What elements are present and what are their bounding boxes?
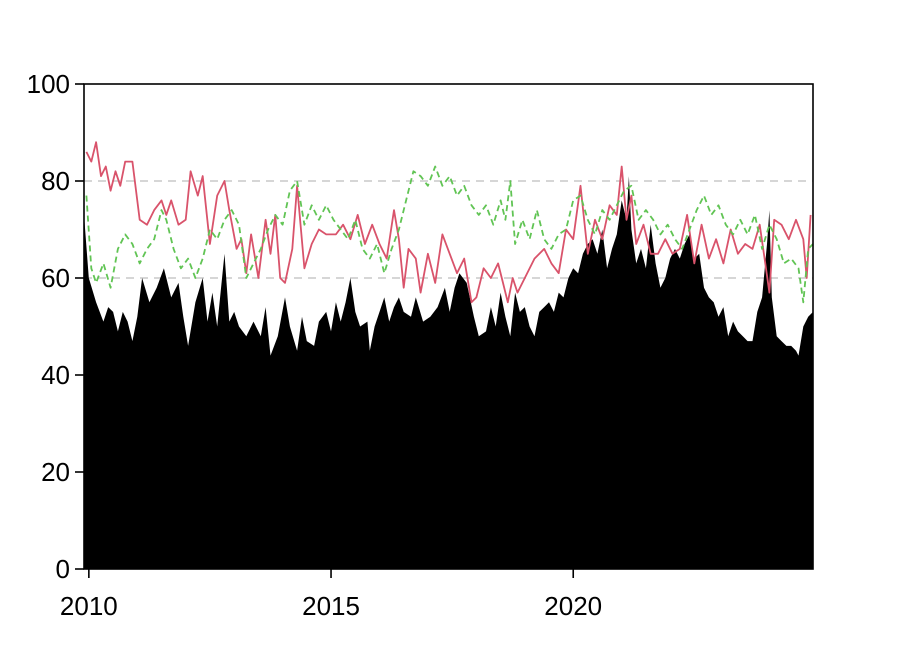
dashed-line-series-2 bbox=[85, 165, 814, 304]
tick-labels: 0 20 40 60 80 100 2010 2015 2020 bbox=[27, 69, 603, 621]
x-tick-label-2015: 2015 bbox=[302, 591, 360, 621]
y-tick-label-0: 0 bbox=[56, 554, 70, 584]
y-tick-label-60: 60 bbox=[41, 263, 70, 293]
y-tick-label-20: 20 bbox=[41, 457, 70, 487]
axes bbox=[75, 83, 814, 578]
plot-frame bbox=[83, 83, 814, 570]
area-series-0 bbox=[84, 176, 813, 569]
y-tick-label-40: 40 bbox=[41, 360, 70, 390]
y-tick-label-80: 80 bbox=[41, 166, 70, 196]
line-series-layer bbox=[85, 141, 814, 304]
area-series-layer bbox=[84, 176, 813, 569]
y-tick-label-100: 100 bbox=[27, 69, 70, 99]
gridlines bbox=[84, 180, 813, 279]
x-tick-label-2010: 2010 bbox=[60, 591, 118, 621]
x-tick-label-2020: 2020 bbox=[544, 591, 602, 621]
